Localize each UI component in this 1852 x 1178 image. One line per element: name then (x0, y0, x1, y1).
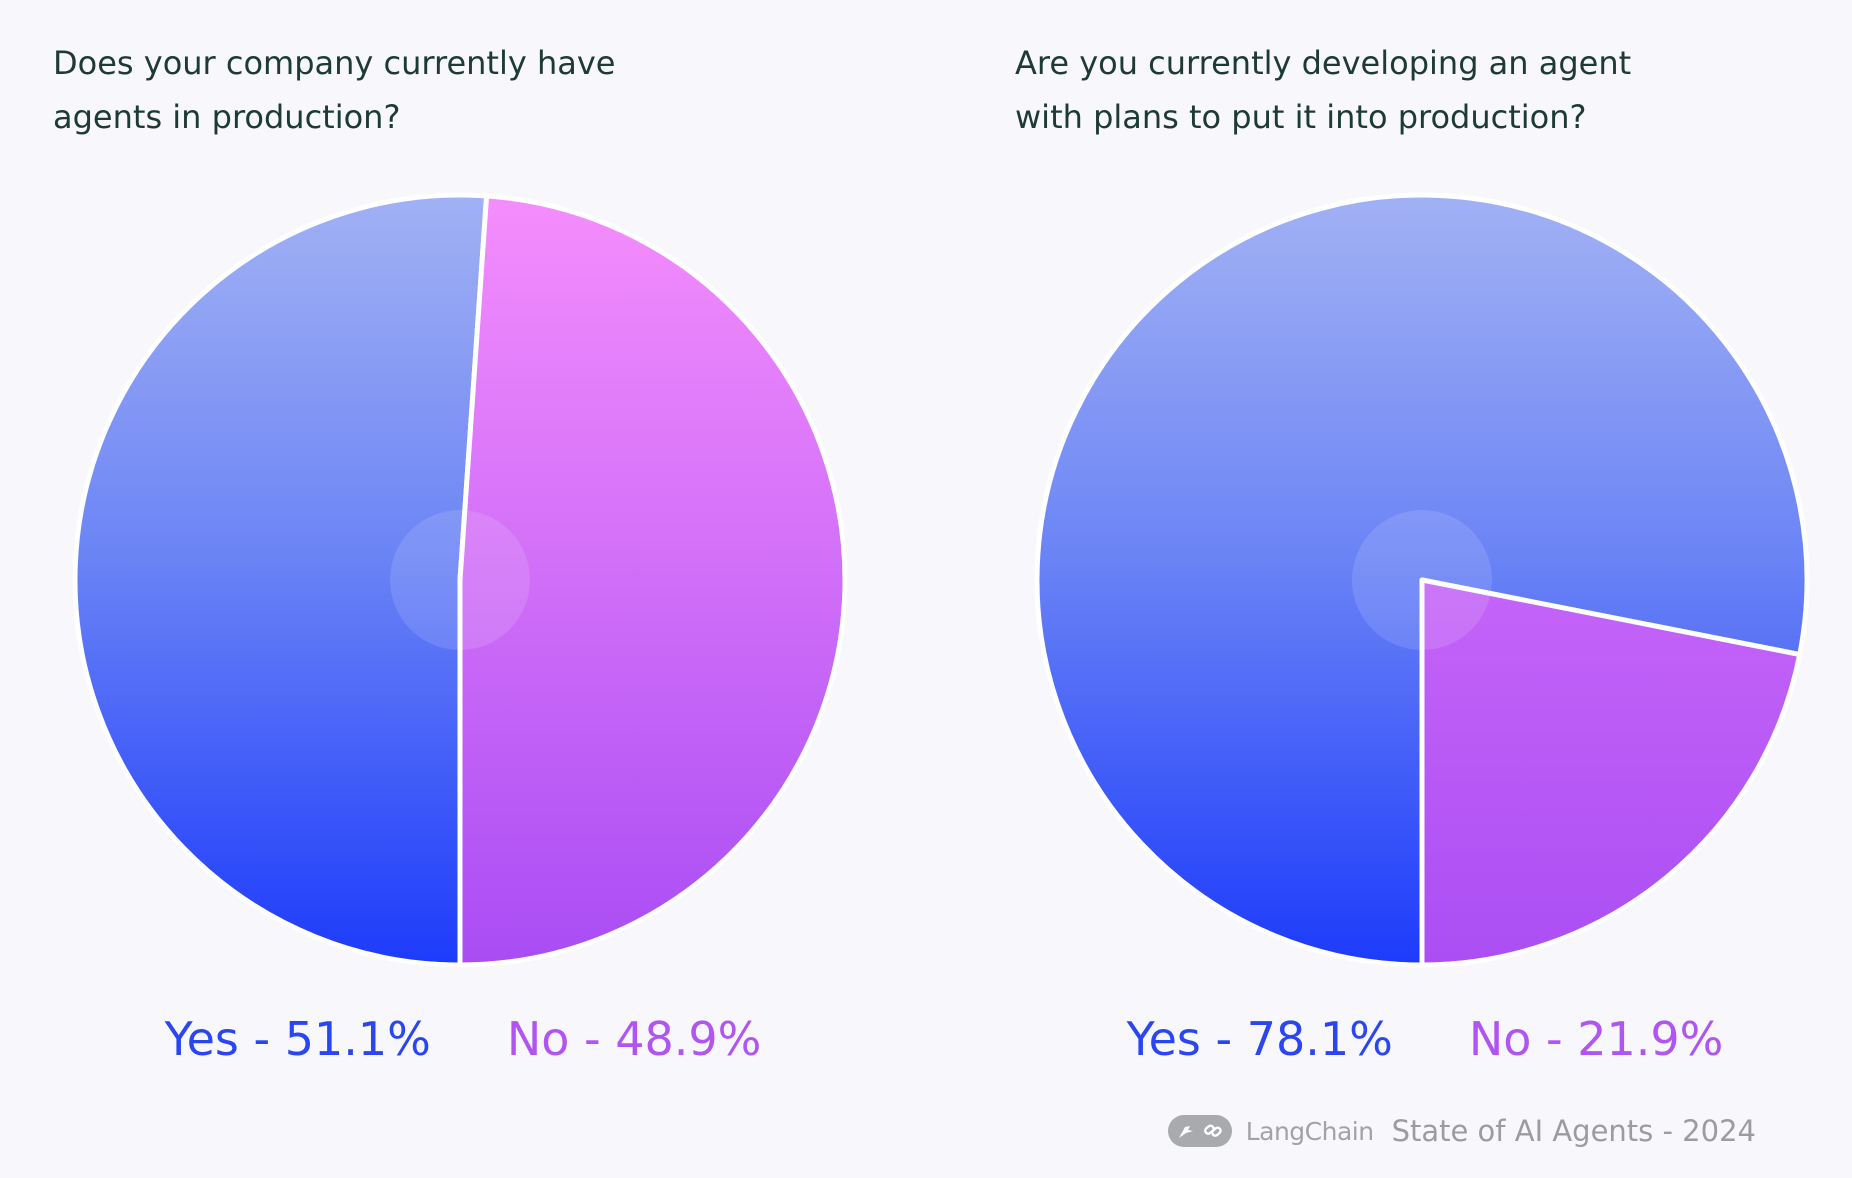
legend-label-no: No - 21.9% (1468, 1012, 1724, 1066)
langchain-parrot-link-icon (1167, 1115, 1232, 1147)
pie-slice-no (1419, 577, 1803, 968)
legend: Yes - 78.1% No - 21.9% (962, 1004, 1852, 1074)
chart-panel-agents-in-production: Does your company currently have agents … (0, 44, 926, 1074)
pie-slice-yes (72, 192, 490, 968)
pie-center-glow (390, 510, 530, 650)
legend: Yes - 51.1% No - 48.9% (0, 1004, 926, 1074)
chart-title: Are you currently developing an agent wi… (1015, 44, 1632, 136)
pie-center-glow (1352, 510, 1492, 650)
chart-title: Does your company currently have agents … (53, 44, 616, 136)
chart-panel-developing-agent: Are you currently developing an agent wi… (962, 0, 1852, 1178)
legend-label-yes: Yes - 51.1% (164, 1012, 431, 1066)
legend-label-no: No - 48.9% (506, 1012, 762, 1066)
legend-label-yes: Yes - 78.1% (1126, 1012, 1393, 1066)
pie-chart (72, 192, 848, 968)
brand-name: LangChain (1245, 1116, 1374, 1146)
footer-caption: State of AI Agents - 2024 (1391, 1114, 1756, 1148)
pie-chart (1034, 192, 1810, 968)
footer: LangChain State of AI Agents - 2024 (1167, 1108, 1756, 1154)
pie-slice-no (457, 193, 848, 968)
